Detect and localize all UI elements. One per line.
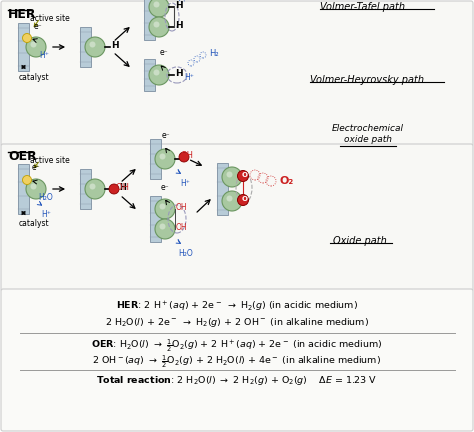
Circle shape xyxy=(22,34,31,42)
Circle shape xyxy=(30,184,36,190)
Text: Electrochemical
oxide path: Electrochemical oxide path xyxy=(332,124,404,144)
Text: e⁻: e⁻ xyxy=(162,131,171,140)
Text: e⁻: e⁻ xyxy=(32,163,41,172)
Text: Volmer-Tafel path: Volmer-Tafel path xyxy=(320,2,405,12)
Text: OH: OH xyxy=(181,152,194,161)
Text: active site: active site xyxy=(30,156,70,165)
Polygon shape xyxy=(150,139,161,179)
Text: 2 H$_2$O($l$) + 2e$^-$ $\rightarrow$ H$_2$($g$) + 2 OH$^-$ (in alkaline medium): 2 H$_2$O($l$) + 2e$^-$ $\rightarrow$ H$_… xyxy=(105,316,369,329)
Circle shape xyxy=(222,167,242,187)
Text: catalyst: catalyst xyxy=(19,73,50,82)
Text: $\bf{HER}$: 2 H$^+$($aq$) + 2e$^-$ $\rightarrow$ H$_2$($g$) (in acidic medium): $\bf{HER}$: 2 H$^+$($aq$) + 2e$^-$ $\rig… xyxy=(116,300,358,314)
Text: $\bf{Total\ reaction}$: 2 H$_2$O($l$) $\rightarrow$ 2 H$_2$($g$) + O$_2$($g$)   : $\bf{Total\ reaction}$: 2 H$_2$O($l$) $\… xyxy=(96,374,378,387)
Circle shape xyxy=(26,37,46,57)
Text: e⁻: e⁻ xyxy=(34,22,43,31)
Text: 2 OH$^-$($aq$) $\rightarrow$ $\frac{1}{2}$O$_2$($g$) + 2 H$_2$O($l$) + 4e$^-$ (i: 2 OH$^-$($aq$) $\rightarrow$ $\frac{1}{2… xyxy=(92,353,382,370)
Text: O: O xyxy=(242,196,248,202)
Polygon shape xyxy=(217,163,228,215)
Text: $\bf{OER}$: H$_2$O($l$) $\rightarrow$ $\frac{1}{2}$O$_2$($g$) + 2 H$^+$($aq$) + : $\bf{OER}$: H$_2$O($l$) $\rightarrow$ $\… xyxy=(91,337,383,354)
Polygon shape xyxy=(144,0,155,40)
Text: HER: HER xyxy=(8,8,36,21)
Text: H₂O: H₂O xyxy=(38,194,53,203)
Text: H⁺: H⁺ xyxy=(41,210,51,219)
Circle shape xyxy=(22,175,31,184)
Polygon shape xyxy=(144,59,155,91)
Circle shape xyxy=(149,65,169,85)
Text: H⁺: H⁺ xyxy=(39,51,49,60)
Text: OH: OH xyxy=(176,223,188,232)
Circle shape xyxy=(222,191,242,211)
Text: H⁺: H⁺ xyxy=(180,179,190,188)
Circle shape xyxy=(179,152,189,162)
Circle shape xyxy=(90,184,95,190)
Circle shape xyxy=(149,17,169,37)
Text: H: H xyxy=(111,41,118,51)
Circle shape xyxy=(155,149,175,169)
Circle shape xyxy=(109,184,119,194)
Text: H: H xyxy=(175,1,182,10)
Circle shape xyxy=(159,203,165,210)
FancyBboxPatch shape xyxy=(1,144,473,291)
FancyBboxPatch shape xyxy=(1,289,473,431)
Circle shape xyxy=(155,199,175,219)
Circle shape xyxy=(149,0,169,17)
FancyBboxPatch shape xyxy=(1,1,473,146)
Circle shape xyxy=(85,179,105,199)
Polygon shape xyxy=(18,23,29,71)
Polygon shape xyxy=(80,27,91,67)
Text: active site: active site xyxy=(30,14,70,23)
Circle shape xyxy=(237,194,248,206)
Text: e⁻: e⁻ xyxy=(160,48,169,57)
Circle shape xyxy=(155,219,175,239)
Circle shape xyxy=(154,22,159,28)
Circle shape xyxy=(85,37,105,57)
Text: H₂: H₂ xyxy=(209,48,219,57)
Polygon shape xyxy=(150,196,161,242)
Text: H⁺: H⁺ xyxy=(184,73,194,83)
Circle shape xyxy=(90,41,95,48)
Circle shape xyxy=(30,41,36,48)
Circle shape xyxy=(159,153,165,159)
Text: O₂: O₂ xyxy=(280,176,294,186)
Text: ─OH: ─OH xyxy=(111,184,129,193)
Text: H₂O: H₂O xyxy=(178,249,193,258)
Text: H: H xyxy=(175,22,182,31)
Polygon shape xyxy=(80,169,91,209)
Text: OH: OH xyxy=(176,203,188,213)
Circle shape xyxy=(26,179,46,199)
Circle shape xyxy=(154,1,159,7)
Text: OER: OER xyxy=(8,150,37,163)
Text: catalyst: catalyst xyxy=(19,219,50,228)
Circle shape xyxy=(237,171,248,181)
Text: H: H xyxy=(175,70,182,79)
Circle shape xyxy=(154,70,159,76)
Circle shape xyxy=(159,223,165,229)
Circle shape xyxy=(227,196,233,201)
Text: H: H xyxy=(119,184,126,193)
Text: Oxide path: Oxide path xyxy=(333,236,387,246)
Text: e⁻: e⁻ xyxy=(161,183,170,192)
Text: Volmer-Heyrovsky path: Volmer-Heyrovsky path xyxy=(310,75,424,85)
Polygon shape xyxy=(18,164,29,214)
Circle shape xyxy=(227,172,233,178)
Text: O: O xyxy=(242,172,248,178)
